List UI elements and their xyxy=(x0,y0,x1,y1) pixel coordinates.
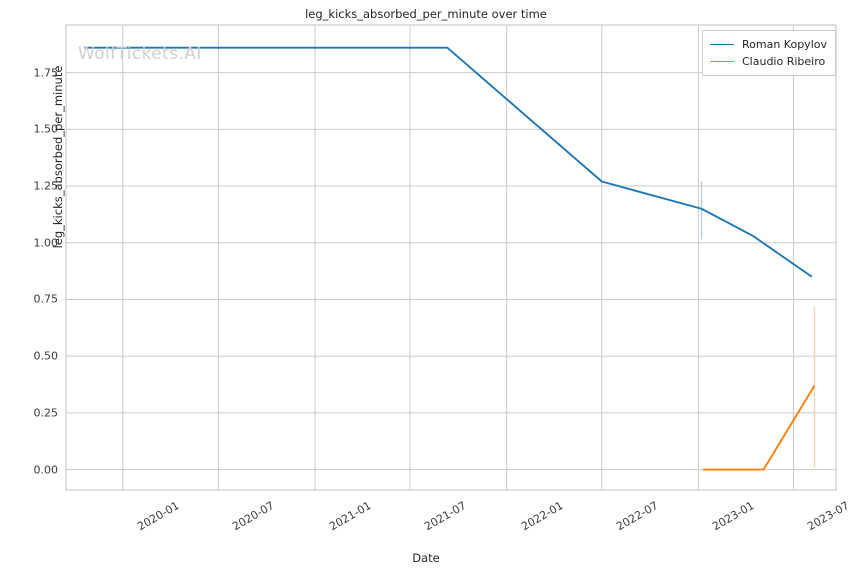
watermark: WolfTickets.AI xyxy=(78,44,202,64)
y-tick-label: 1.75 xyxy=(33,66,59,80)
legend-item[interactable]: Roman Kopylov xyxy=(710,36,827,53)
series-line-1 xyxy=(703,385,816,471)
y-tick-label: 1.50 xyxy=(33,122,59,136)
y-tick-label: 0.00 xyxy=(33,463,59,477)
y-tick-label: 0.75 xyxy=(33,292,59,306)
y-tick-label: 0.25 xyxy=(33,406,59,420)
legend-label: Roman Kopylov xyxy=(742,38,827,51)
legend-swatch-icon xyxy=(710,61,734,62)
y-tick-label: 1.00 xyxy=(33,236,59,250)
x-axis-label: Date xyxy=(412,551,440,565)
series-line-0 xyxy=(84,46,813,278)
legend-label: Claudio Ribeiro xyxy=(742,55,826,68)
y-tick-label: 1.25 xyxy=(33,179,59,193)
legend-item[interactable]: Claudio Ribeiro xyxy=(710,53,827,70)
chart-legend[interactable]: Roman Kopylov Claudio Ribeiro xyxy=(702,30,836,76)
chart-title: leg_kicks_absorbed_per_minute over time xyxy=(305,7,547,21)
legend-swatch-icon xyxy=(710,44,734,45)
y-tick-label: 0.50 xyxy=(33,349,59,363)
